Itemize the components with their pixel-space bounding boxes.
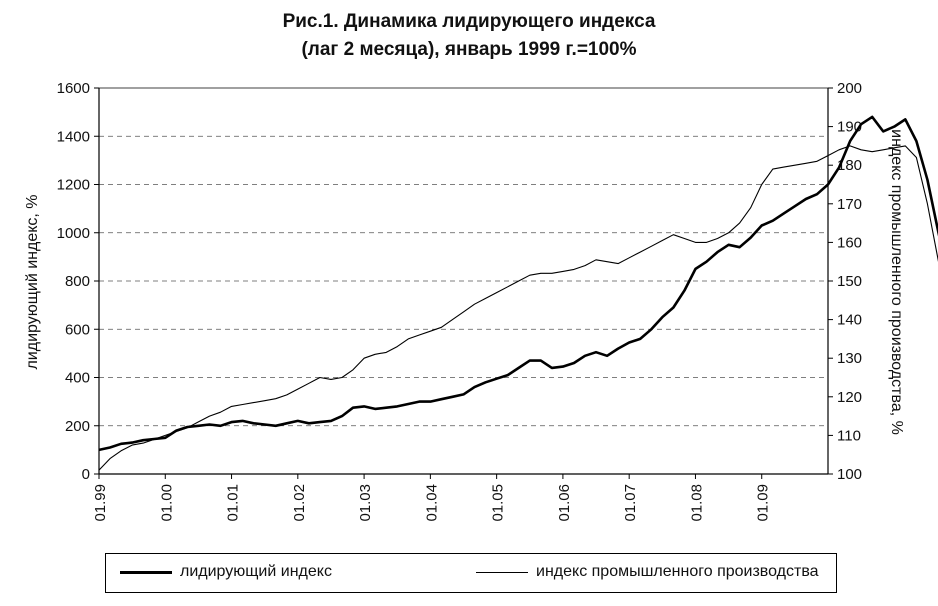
series-lines <box>98 115 938 471</box>
right-tick-label: 170 <box>837 196 862 213</box>
series-line-industrial-production <box>98 145 938 471</box>
right-tick-label: 200 <box>837 80 862 97</box>
x-tick-label: 01.06 <box>556 484 573 522</box>
x-tick-label: 01.01 <box>225 484 242 522</box>
right-tick-label: 160 <box>837 234 862 251</box>
y-axis-label-right: индекс промышленного производства, % <box>888 129 905 435</box>
left-tick-label: 400 <box>65 370 90 387</box>
right-tick-label: 130 <box>837 350 862 367</box>
legend-item-industrial-production: индекс промышленного производства <box>476 563 819 581</box>
right-tick-label: 120 <box>837 389 862 406</box>
right-tick-label: 180 <box>837 157 862 174</box>
series-line-leading-index <box>98 115 938 452</box>
chart-title-line-2: (лаг 2 месяца), январь 1999 г.=100% <box>301 39 637 60</box>
x-tick-label: 01.99 <box>92 484 109 522</box>
left-tick-label: 1400 <box>57 128 90 145</box>
left-tick-label: 600 <box>65 321 90 338</box>
x-tick-label: 01.04 <box>423 484 440 522</box>
left-axis-ticks: 0 200 400 600 800 1000 1200 1400 1600 <box>57 80 99 483</box>
x-tick-label: 01.02 <box>291 484 308 522</box>
legend-label-industrial-production: индекс промышленного производства <box>536 563 819 580</box>
x-tick-label: 01.00 <box>158 484 175 522</box>
left-tick-label: 0 <box>82 466 90 483</box>
left-tick-label: 800 <box>65 273 90 290</box>
right-tick-label: 150 <box>837 273 862 290</box>
x-axis-ticks: 01.99 01.00 01.01 01.02 01.03 01.04 01.05 01.06… <box>92 474 772 522</box>
legend: лидирующий индекс индекс промышленного п… <box>105 553 837 593</box>
legend-label-leading-index: лидирующий индекс <box>180 563 332 580</box>
x-tick-label: 01.08 <box>688 484 705 522</box>
x-tick-label: 01.03 <box>357 484 374 522</box>
legend-swatch-thick <box>120 570 172 574</box>
right-tick-label: 140 <box>837 312 862 329</box>
legend-item-leading-index: лидирующий индекс <box>120 563 332 581</box>
x-tick-label: 01.07 <box>622 484 639 522</box>
left-tick-label: 1200 <box>57 177 90 194</box>
x-tick-label: 01.09 <box>755 484 772 522</box>
grid-lines <box>99 135 828 427</box>
chart-title-line-1: Рис.1. Динамика лидирующего индекса <box>282 11 656 32</box>
left-tick-label: 1600 <box>57 80 90 97</box>
right-tick-label: 110 <box>837 427 861 444</box>
left-tick-label: 200 <box>65 418 90 435</box>
left-tick-label: 1000 <box>57 225 90 242</box>
x-tick-label: 01.05 <box>490 484 507 522</box>
y-axis-label-left: лидирующий индекс, % <box>24 194 41 369</box>
legend-swatch-thin <box>476 571 528 573</box>
right-tick-label: 100 <box>837 466 862 483</box>
chart-title: Рис.1. Динамика лидирующего индекса (лаг… <box>0 8 938 64</box>
